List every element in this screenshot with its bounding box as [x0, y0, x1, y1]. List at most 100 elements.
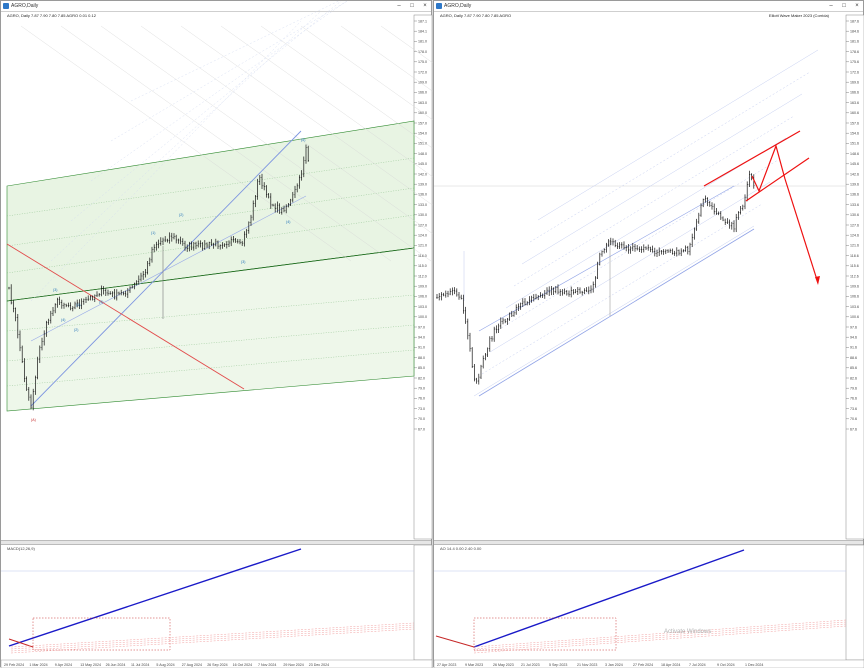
- price-tick-label: 112.0: [418, 274, 427, 278]
- fan-line: [50, 10, 322, 262]
- indicator-axis: [845, 544, 864, 661]
- price-tick-label: 115.0: [418, 264, 427, 268]
- price-tick-label: 142.6: [850, 172, 859, 176]
- price-tick-label: 106.6: [850, 295, 859, 299]
- price-tick-label: 139.6: [850, 183, 859, 187]
- left-title-bar[interactable]: AGRO,Daily – □ ×: [1, 1, 431, 12]
- wave-label: (4): [61, 318, 65, 322]
- left-symbol-info: AGRO, Daily 7.87 7.90 7.80 7.85 AGRO 0.0…: [7, 13, 96, 18]
- price-tick-label: 169.6: [850, 81, 859, 85]
- price-tick-label: 157.6: [850, 121, 859, 125]
- price-tick-label: 97.0: [418, 325, 425, 329]
- activate-windows-watermark: Activate Windows: [664, 629, 712, 635]
- price-tick-label: 127.6: [850, 223, 859, 227]
- right-price-chart[interactable]: 187.6 184.6 181.6 178.6 175.6 172.6 169.6 166.6…: [434, 1, 864, 668]
- price-tick-label: 151.6: [850, 142, 859, 146]
- price-tick-label: 115.6: [850, 264, 859, 268]
- left-pane-separator[interactable]: [1, 540, 431, 545]
- left-price-bars: [8, 144, 309, 411]
- grid-diagonal-line: [300, 25, 433, 121]
- minimize-button[interactable]: –: [829, 3, 833, 9]
- left-price-chart[interactable]: 187.1 184.1 181.0 178.0 175.0 172.0 169.0 166.0…: [1, 1, 433, 668]
- price-tick-label: 181.6: [850, 40, 859, 44]
- right-symbol-info: AGRO, Daily 7.87 7.90 7.80 7.85 AGRO: [440, 13, 512, 18]
- date-tick-label: 5 Sep 2023: [549, 663, 567, 667]
- date-tick-label: 27 Apr 2023: [437, 663, 456, 667]
- price-tick-label: 94.0: [418, 336, 425, 340]
- grid-diagonal-line: [340, 25, 433, 92]
- close-button[interactable]: ×: [855, 3, 859, 9]
- indicator-red-line: [435, 635, 475, 648]
- price-tick-label: 187.6: [850, 19, 859, 23]
- price-tick-label: 121.6: [850, 244, 859, 248]
- wave-label: (A): [31, 418, 36, 422]
- left-indicator-pane: [1, 545, 414, 660]
- lower-channel-line: [478, 228, 755, 397]
- indicator-dashed-line: [473, 619, 847, 648]
- price-tick-label: 133.0: [418, 203, 427, 207]
- price-tick-label: 79.0: [418, 387, 425, 391]
- date-axis: [434, 659, 864, 668]
- fan-line: [30, 20, 302, 302]
- indicator-dotted-box: [32, 617, 171, 651]
- wave-label: (2): [179, 213, 183, 217]
- price-tick-label: 73.0: [418, 407, 425, 411]
- date-tick-label: 13 May 2024: [80, 663, 101, 667]
- price-tick-label: 184.1: [418, 30, 427, 34]
- minimize-button[interactable]: –: [397, 3, 401, 9]
- price-tick-label: 160.6: [850, 111, 859, 115]
- right-indicator-info: Elliott Wave Maker 2023 (Corrida): [768, 13, 829, 18]
- upper-channel-line: [478, 185, 735, 332]
- date-tick-label: 7 Jul 2024: [689, 663, 706, 667]
- right-title-bar[interactable]: AGRO,Daily – □ ×: [434, 1, 863, 12]
- price-tick-label: 91.0: [418, 346, 425, 350]
- date-tick-label: 1 Dec 2024: [745, 663, 763, 667]
- left-chart-window[interactable]: AGRO,Daily – □ × AGRO, Daily 7.87 7.90 7…: [0, 0, 433, 668]
- indicator-dashed-line: [10, 626, 415, 652]
- price-tick-label: 94.6: [850, 336, 857, 340]
- date-tick-label: 26 Sep 2024: [207, 663, 227, 667]
- date-tick-label: 27 Feb 2024: [633, 663, 653, 667]
- date-tick-label: 27 Aug 2024: [182, 663, 202, 667]
- channel-parallel-line: [6, 324, 415, 362]
- price-tick-label: 184.6: [850, 30, 859, 34]
- price-tick-label: 142.0: [418, 172, 427, 176]
- date-tick-label: 29 Nov 2024: [283, 663, 303, 667]
- date-tick-label: 11 Jul 2024: [131, 663, 149, 667]
- maximize-button[interactable]: □: [410, 3, 414, 9]
- fan-line: [90, 1, 348, 182]
- fan-line: [110, 1, 348, 142]
- price-tick-label: 163.6: [850, 101, 859, 105]
- price-tick-label: 130.6: [850, 213, 859, 217]
- right-chart-window[interactable]: AGRO,Daily – □ × AGRO, Daily 7.87 7.90 7…: [433, 0, 864, 668]
- date-tick-label: 21 Jul 2023: [521, 663, 540, 667]
- date-tick-label: 3 Jan 2024: [605, 663, 623, 667]
- grid-diagonal-line: [60, 25, 392, 262]
- channel-parallel-line: [6, 349, 415, 387]
- price-tick-label: 130.0: [418, 213, 427, 217]
- price-tick-label: 103.6: [850, 305, 859, 309]
- right-pane-separator[interactable]: [434, 540, 863, 545]
- grid-diagonal-line: [180, 25, 433, 206]
- price-tick-label: 136.6: [850, 193, 859, 197]
- price-tick-label: 145.6: [850, 162, 859, 166]
- left-indicator-label: MACD(12,26,9): [7, 546, 35, 551]
- price-tick-label: 103.0: [418, 305, 427, 309]
- channel-line: [497, 159, 779, 331]
- red-lower-trend-line: [745, 157, 810, 202]
- price-tick-label: 178.0: [418, 50, 427, 54]
- indicator-blue-line: [473, 549, 745, 648]
- price-tick-label: 187.1: [418, 19, 427, 23]
- price-tick-label: 67.0: [418, 427, 425, 431]
- close-button[interactable]: ×: [423, 3, 427, 9]
- price-tick-label: 91.6: [850, 346, 857, 350]
- channel-parallel-line: [6, 214, 415, 274]
- price-tick-label: 109.0: [418, 285, 427, 289]
- date-axis: [1, 659, 433, 668]
- wave-label: (5): [301, 138, 305, 142]
- price-tick-label: 76.6: [850, 397, 857, 401]
- grid-diagonal-line: [100, 25, 432, 262]
- grid-diagonal-line: [140, 25, 433, 235]
- maximize-button[interactable]: □: [842, 3, 846, 9]
- indicator-dashed-line: [473, 625, 847, 654]
